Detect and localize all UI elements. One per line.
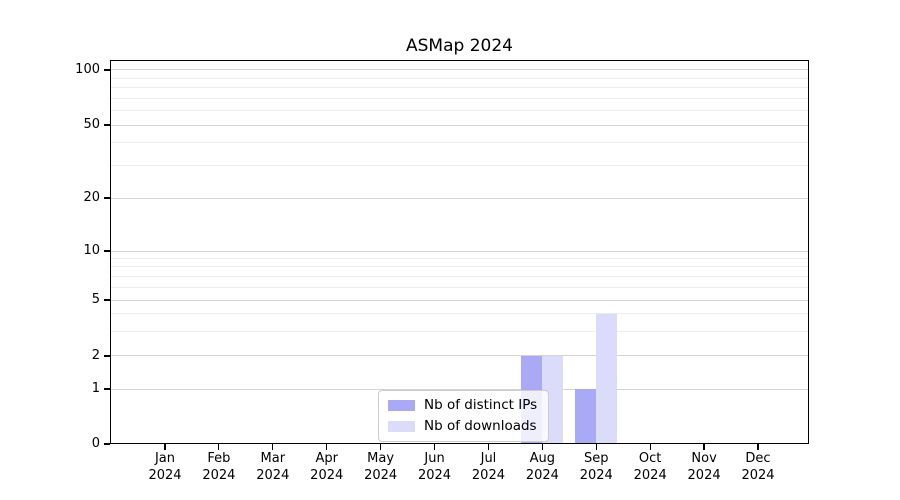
- y-tick-0: [104, 443, 110, 445]
- y-tick-label-5: 5: [91, 292, 100, 307]
- y-tick-label-0: 0: [91, 436, 100, 451]
- y-tick-2: [104, 355, 110, 357]
- major-gridline-1: [110, 388, 809, 390]
- minor-gridline-40: [110, 142, 809, 144]
- x-tick-4: [326, 444, 328, 450]
- y-tick-100: [104, 69, 110, 71]
- x-tick-10: [649, 444, 651, 450]
- x-tick-label-10: Oct 2024: [633, 451, 667, 483]
- y-tick-label-20: 20: [83, 190, 100, 205]
- legend: Nb of distinct IPs Nb of downloads: [378, 390, 550, 442]
- y-tick-label-10: 10: [83, 243, 100, 258]
- legend-label-downloads: Nb of downloads: [424, 418, 537, 434]
- x-tick-11: [703, 444, 705, 450]
- y-tick-1: [104, 388, 110, 390]
- x-tick-3: [272, 444, 274, 450]
- minor-gridline-70: [110, 97, 809, 99]
- minor-gridline-80: [110, 87, 809, 89]
- x-tick-label-5: May 2024: [364, 451, 398, 483]
- x-tick-label-11: Nov 2024: [687, 451, 721, 483]
- y-tick-label-2: 2: [91, 347, 100, 363]
- major-gridline-10: [110, 250, 809, 252]
- minor-gridline-8: [110, 266, 809, 268]
- y-tick-20: [104, 197, 110, 199]
- x-tick-7: [487, 444, 490, 450]
- x-tick-5: [380, 444, 382, 450]
- legend-swatch-distinct-ips: [388, 400, 415, 411]
- major-gridline-100: [110, 69, 809, 71]
- legend-label-distinct-ips: Nb of distinct IPs: [424, 397, 538, 413]
- chart-title: ASMap 2024: [406, 36, 513, 56]
- bar-sep-downloads: [596, 313, 618, 444]
- legend-entry-downloads: Nb of downloads: [388, 418, 537, 435]
- y-tick-50: [104, 124, 110, 126]
- x-tick-6: [433, 444, 436, 450]
- x-tick-label-8: Aug 2024: [525, 451, 559, 483]
- y-tick-label-100: 100: [75, 61, 100, 77]
- minor-gridline-30: [110, 165, 809, 167]
- y-tick-5: [104, 299, 110, 301]
- minor-gridline-3: [110, 330, 809, 332]
- minor-gridline-6: [110, 286, 809, 288]
- x-tick-label-3: Mar 2024: [256, 451, 290, 483]
- x-tick-label-4: Apr 2024: [310, 451, 344, 483]
- minor-gridline-7: [110, 275, 809, 277]
- legend-entry-distinct-ips: Nb of distinct IPs: [388, 397, 537, 414]
- legend-swatch-downloads: [388, 421, 415, 432]
- x-tick-1: [164, 444, 166, 450]
- x-tick-label-9: Sep 2024: [579, 451, 613, 483]
- x-tick-12: [757, 444, 759, 450]
- x-tick-label-2: Feb 2024: [202, 451, 236, 483]
- x-tick-8: [541, 444, 543, 450]
- y-tick-label-1: 1: [91, 381, 100, 396]
- x-tick-9: [595, 444, 597, 450]
- minor-gridline-60: [110, 110, 809, 112]
- minor-gridline-4: [110, 313, 809, 315]
- major-gridline-20: [110, 197, 809, 199]
- y-tick-label-50: 50: [83, 117, 100, 132]
- x-tick-label-1: Jan 2024: [148, 451, 182, 483]
- x-tick-2: [218, 444, 220, 450]
- x-tick-label-7: Jul 2024: [471, 451, 505, 483]
- plot-area: [110, 60, 809, 444]
- y-tick-10: [104, 250, 110, 252]
- x-tick-label-6: Jun 2024: [417, 451, 452, 483]
- minor-gridline-90: [110, 77, 809, 79]
- minor-gridline-9: [110, 257, 809, 259]
- x-tick-label-12: Dec 2024: [741, 451, 775, 483]
- major-gridline-5: [110, 299, 809, 301]
- major-gridline-2: [110, 355, 809, 357]
- bar-sep-distinct-ips: [575, 389, 597, 444]
- major-gridline-50: [110, 124, 809, 126]
